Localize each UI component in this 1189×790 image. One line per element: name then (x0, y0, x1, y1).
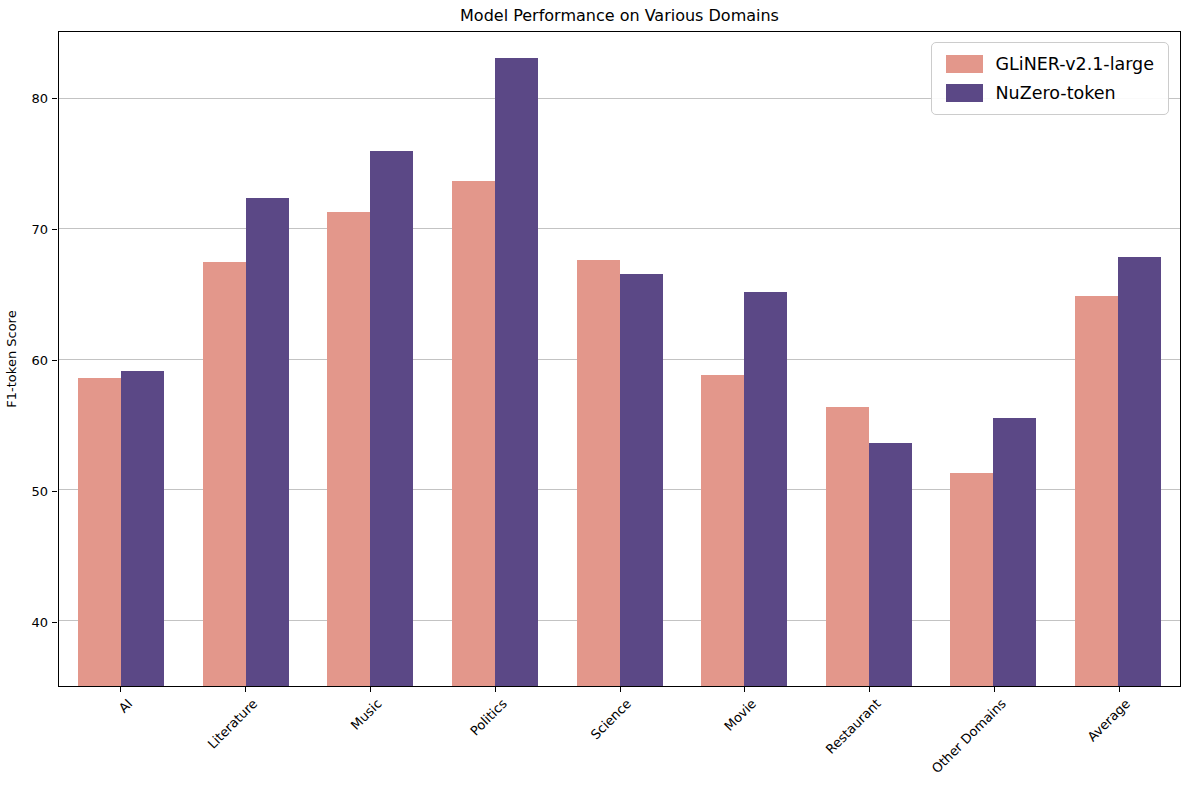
bar-nuzero-token-politics (495, 58, 538, 686)
x-tick-mark-science (620, 687, 621, 692)
bar-gliner-v2-1-large-music (327, 212, 370, 686)
bar-group-average (1056, 32, 1181, 686)
y-tick-label-50: 50 (0, 483, 48, 498)
bar-gliner-v2-1-large-science (577, 260, 620, 686)
x-tick-mark-ai (120, 687, 121, 692)
legend-label: GLiNER-v2.1-large (996, 54, 1154, 74)
legend: GLiNER-v2.1-large NuZero-token (931, 42, 1169, 115)
bar-nuzero-token-literature (246, 198, 289, 686)
bar-group-politics (433, 32, 558, 686)
bar-gliner-v2-1-large-average (1075, 296, 1118, 686)
legend-swatch (946, 55, 983, 73)
bar-nuzero-token-other-domains (993, 418, 1036, 686)
y-tick-label-80: 80 (0, 90, 48, 105)
bar-group-restaurant (806, 32, 931, 686)
bar-group-music (308, 32, 433, 686)
bar-gliner-v2-1-large-literature (203, 262, 246, 686)
bar-group-literature (184, 32, 309, 686)
x-tick-mark-literature (245, 687, 246, 692)
bar-group-science (557, 32, 682, 686)
bar-nuzero-token-restaurant (869, 443, 912, 686)
y-tick-mark-40 (52, 622, 57, 623)
chart-title: Model Performance on Various Domains (58, 6, 1181, 25)
legend-entry-gliner-v2-1-large: GLiNER-v2.1-large (946, 54, 1154, 74)
bar-gliner-v2-1-large-ai (78, 378, 121, 686)
bar-gliner-v2-1-large-restaurant (826, 407, 869, 686)
bar-chart-figure: Model Performance on Various Domains GLi… (0, 0, 1189, 790)
y-tick-label-40: 40 (0, 614, 48, 629)
y-tick-mark-60 (52, 360, 57, 361)
x-tick-mark-restaurant (869, 687, 870, 692)
bar-nuzero-token-movie (744, 292, 787, 686)
bar-nuzero-token-ai (121, 371, 164, 686)
bar-gliner-v2-1-large-movie (701, 375, 744, 686)
bar-group-movie (682, 32, 807, 686)
y-tick-label-60: 60 (0, 352, 48, 367)
x-tick-mark-movie (744, 687, 745, 692)
bar-nuzero-token-science (620, 274, 663, 687)
legend-label: NuZero-token (996, 83, 1116, 103)
x-tick-mark-politics (495, 687, 496, 692)
bar-gliner-v2-1-large-other-domains (950, 473, 993, 686)
x-tick-mark-average (1119, 687, 1120, 692)
bar-group-other-domains (931, 32, 1056, 686)
y-tick-mark-50 (52, 491, 57, 492)
bar-group-ai (59, 32, 184, 686)
y-tick-mark-80 (52, 98, 57, 99)
legend-entry-nuzero-token: NuZero-token (946, 83, 1154, 103)
plot-area: GLiNER-v2.1-large NuZero-token (58, 31, 1181, 687)
bars-layer (59, 32, 1180, 686)
x-tick-mark-music (370, 687, 371, 692)
legend-swatch (946, 84, 983, 102)
bar-nuzero-token-average (1118, 257, 1161, 686)
bar-gliner-v2-1-large-politics (452, 181, 495, 686)
y-tick-label-70: 70 (0, 221, 48, 236)
y-tick-mark-70 (52, 229, 57, 230)
x-tick-mark-other-domains (994, 687, 995, 692)
bar-nuzero-token-music (370, 151, 413, 686)
